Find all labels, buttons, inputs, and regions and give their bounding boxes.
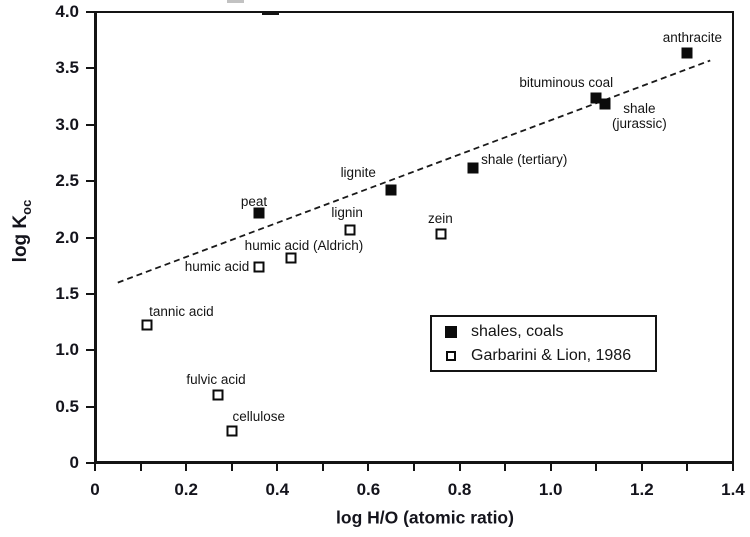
x-tick	[595, 464, 598, 471]
data-point-fulvic-acid	[212, 389, 224, 401]
y-tick-label: 4.0	[55, 2, 79, 21]
point-label-humic-acid-aldrich: humic acid (Aldrich)	[244, 237, 364, 253]
point-label-tannic-acid: tannic acid	[149, 304, 214, 320]
data-point-bituminous-coal	[590, 92, 602, 104]
x-tick	[276, 464, 279, 471]
y-axis-title: log Koc	[10, 200, 34, 263]
point-label-humic-acid: humic acid	[184, 258, 250, 274]
data-point-shale-tertiary	[467, 162, 479, 174]
x-tick	[367, 464, 370, 471]
scan-artifact	[227, 0, 244, 3]
data-point-shale-jurassic	[599, 98, 611, 110]
legend-swatch	[444, 350, 458, 361]
point-label-zein: zein	[427, 211, 453, 227]
y-tick	[86, 180, 94, 183]
scan-artifact	[262, 11, 279, 15]
x-tick	[413, 464, 415, 471]
x-tick-label: 1.4	[721, 480, 745, 499]
legend-label: Garbarini & Lion, 1986	[471, 346, 632, 364]
point-label-shale-tertiary: shale (tertiary)	[481, 151, 568, 167]
legend-row-garbarini-lion-1986: Garbarini & Lion, 1986	[444, 344, 655, 368]
x-axis-title: log H/O (atomic ratio)	[336, 507, 514, 528]
y-axis-title-subscript: oc	[18, 199, 34, 215]
x-tick-label: 0.4	[265, 480, 290, 499]
point-label-shale-jurassic: shale (jurassic)	[612, 101, 667, 131]
point-label-anthracite: anthracite	[662, 29, 723, 45]
y-tick	[86, 292, 94, 295]
x-tick	[139, 464, 142, 471]
y-tick-label: 2.0	[55, 227, 79, 247]
data-point-lignin	[344, 224, 356, 236]
y-tick-label: 0.5	[55, 396, 79, 416]
y-tick	[86, 236, 94, 239]
data-point-cellulose	[226, 425, 238, 437]
x-tick	[549, 464, 552, 471]
data-point-humic-acid-aldrich	[285, 252, 297, 264]
x-tick	[504, 464, 507, 471]
x-tick	[185, 464, 188, 471]
y-tick-label: 1.5	[55, 283, 79, 303]
legend-rows: shales, coals Garbarini & Lion, 1986	[444, 320, 655, 368]
legend: shales, coals Garbarini & Lion, 1986	[430, 315, 657, 372]
x-tick	[640, 464, 643, 471]
x-tick	[230, 464, 233, 471]
plot-area	[94, 11, 734, 464]
x-tick-label: 1.2	[630, 480, 654, 499]
y-tick	[86, 462, 94, 464]
y-axis-title-main: log K	[10, 214, 32, 263]
point-label-fulvic-acid: fulvic acid	[186, 372, 246, 388]
y-tick-label: 3.0	[55, 114, 79, 134]
x-tick	[321, 464, 324, 471]
data-point-tannic-acid	[141, 319, 153, 331]
y-tick-label: 0	[69, 453, 79, 472]
data-point-zein	[435, 228, 447, 240]
x-tick	[94, 464, 96, 471]
open-square-marker-icon	[446, 350, 456, 361]
y-tick-label: 2.5	[55, 171, 79, 191]
x-tick-label: 0.6	[356, 480, 381, 499]
point-label-lignite: lignite	[340, 165, 376, 181]
y-tick	[86, 405, 94, 408]
legend-swatch	[444, 325, 458, 338]
y-tick	[86, 67, 94, 70]
data-point-lignite	[385, 184, 397, 196]
x-tick-label: 0	[90, 480, 100, 499]
x-tick-label: 0.8	[447, 480, 472, 499]
point-label-cellulose: cellulose	[232, 409, 285, 425]
y-tick-label: 3.5	[55, 58, 79, 78]
x-tick-label: 1.0	[538, 480, 563, 499]
y-tick	[86, 123, 94, 126]
legend-row-shales-coals: shales, coals	[444, 320, 655, 344]
x-tick	[732, 464, 734, 471]
point-label-peat: peat	[240, 193, 268, 209]
y-tick	[86, 349, 94, 352]
legend-label: shales, coals	[471, 322, 564, 340]
point-label-lignin: lignin	[331, 204, 363, 220]
filled-square-marker-icon	[445, 325, 457, 338]
x-tick	[686, 464, 689, 471]
data-point-humic-acid	[253, 261, 265, 273]
y-tick-label: 1.0	[55, 340, 79, 360]
point-label-bituminous-coal: bituminous coal	[519, 74, 614, 90]
data-point-peat	[253, 207, 265, 219]
data-point-anthracite	[681, 47, 693, 59]
x-tick	[458, 464, 461, 471]
y-tick	[86, 11, 94, 13]
x-tick-label: 0.2	[174, 480, 198, 499]
